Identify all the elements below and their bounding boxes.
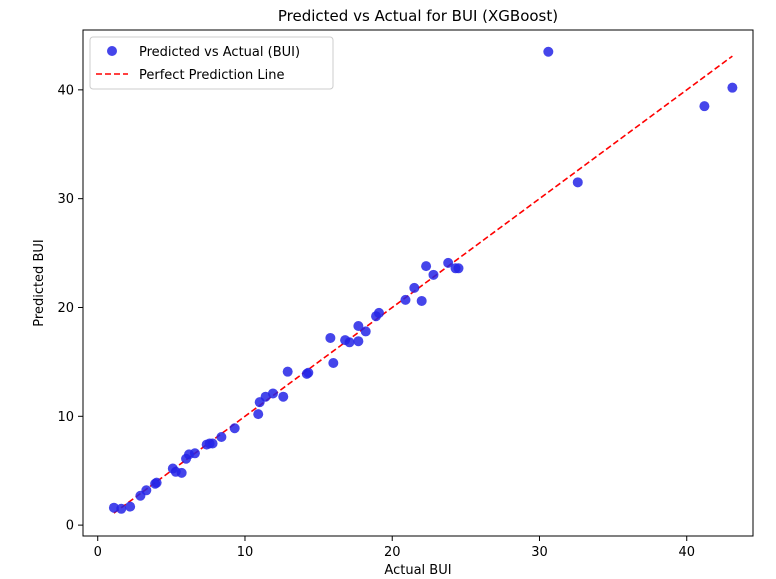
scatter-point: [443, 257, 454, 268]
scatter-point: [151, 477, 162, 488]
x-axis-label: Actual BUI: [384, 563, 451, 578]
scatter-point: [453, 263, 464, 274]
scatter-points-layer: [108, 46, 738, 514]
x-tick-label: 0: [94, 545, 102, 560]
scatter-point: [328, 357, 339, 368]
scatter-point: [727, 82, 738, 93]
x-tick-label: 30: [531, 545, 548, 560]
scatter-point: [216, 431, 227, 442]
scatter-point: [572, 177, 583, 188]
y-tick-label: 10: [57, 410, 74, 425]
scatter-point: [278, 391, 289, 402]
y-axis-label: Predicted BUI: [32, 239, 47, 326]
scatter-point: [282, 366, 293, 377]
scatter-point: [360, 326, 371, 337]
legend-scatter-label: Predicted vs Actual (BUI): [139, 45, 300, 60]
scatter-point: [428, 269, 439, 280]
scatter-point: [409, 282, 420, 293]
scatter-point: [207, 438, 218, 449]
scatter-point: [353, 336, 364, 347]
scatter-point: [325, 332, 336, 343]
x-axis-ticks: 0 10 20 30 40: [94, 536, 695, 560]
scatter-point: [373, 307, 384, 318]
scatter-point: [125, 501, 136, 512]
y-tick-label: 40: [57, 83, 74, 98]
chart-title: Predicted vs Actual for BUI (XGBoost): [278, 7, 558, 25]
scatter-point: [416, 295, 427, 306]
scatter-point: [543, 46, 554, 57]
scatter-point: [141, 485, 152, 496]
x-tick-label: 40: [678, 545, 695, 560]
y-tick-label: 20: [57, 301, 74, 316]
scatter-point: [344, 337, 355, 348]
scatter-point: [421, 261, 432, 272]
legend-scatter-marker: [107, 46, 117, 56]
x-tick-label: 10: [237, 545, 254, 560]
scatter-point: [108, 502, 119, 513]
x-tick-label: 20: [384, 545, 401, 560]
scatter-point: [400, 294, 411, 305]
y-axis-ticks: 0 10 20 30 40: [57, 83, 83, 534]
y-tick-label: 30: [57, 192, 74, 207]
scatter-point: [176, 467, 187, 478]
legend-box: [89, 36, 334, 90]
scatter-point: [699, 101, 710, 112]
scatter-point: [353, 320, 364, 331]
y-tick-label: 0: [66, 519, 74, 534]
scatter-point: [267, 388, 278, 399]
scatter-point: [229, 423, 240, 434]
scatter-point: [253, 409, 264, 420]
scatter-point: [303, 367, 314, 378]
legend-line-label: Perfect Prediction Line: [139, 68, 284, 83]
scatter-point: [189, 448, 200, 459]
legend: Predicted vs Actual (BUI) Perfect Predic…: [89, 36, 334, 90]
scatter-point: [116, 503, 127, 514]
